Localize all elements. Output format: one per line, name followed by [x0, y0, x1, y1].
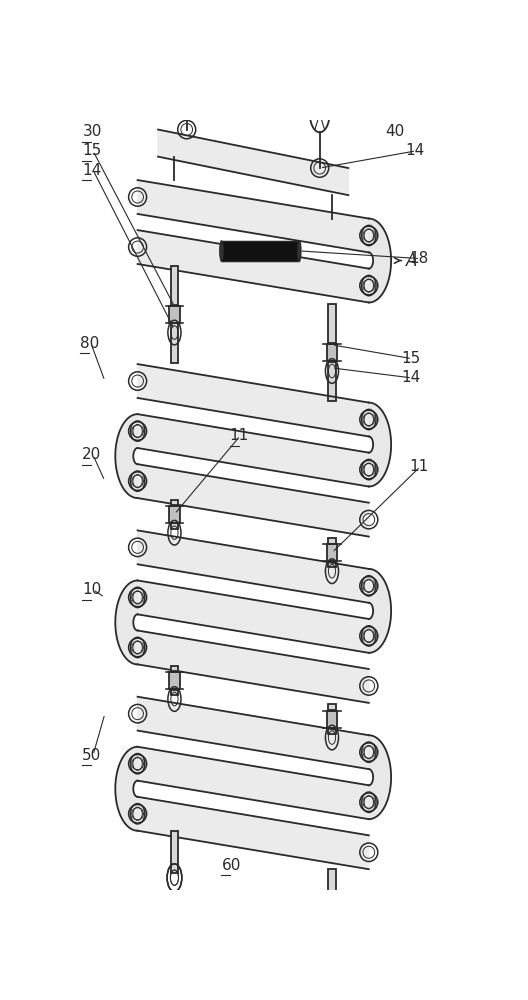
Polygon shape: [138, 464, 369, 537]
Polygon shape: [369, 219, 391, 302]
Polygon shape: [369, 569, 391, 653]
Polygon shape: [328, 562, 336, 567]
Text: 80: 80: [80, 336, 100, 351]
Polygon shape: [171, 666, 178, 671]
Polygon shape: [328, 728, 336, 734]
Polygon shape: [171, 500, 178, 505]
Polygon shape: [369, 735, 391, 819]
Text: 40: 40: [385, 124, 404, 139]
Polygon shape: [171, 323, 178, 363]
Polygon shape: [115, 747, 138, 831]
Text: 11: 11: [410, 459, 429, 474]
Text: A: A: [406, 252, 417, 270]
Text: 15: 15: [401, 351, 421, 366]
Bar: [169, 672, 180, 689]
Polygon shape: [138, 180, 369, 252]
Polygon shape: [171, 266, 178, 305]
Polygon shape: [138, 414, 369, 487]
Bar: [327, 344, 337, 361]
Bar: [327, 544, 337, 561]
Polygon shape: [171, 831, 178, 873]
Polygon shape: [138, 631, 369, 703]
Polygon shape: [138, 230, 369, 302]
Polygon shape: [138, 530, 369, 603]
Polygon shape: [165, 961, 341, 1000]
Polygon shape: [328, 362, 336, 401]
Text: 14: 14: [401, 370, 421, 385]
Bar: [327, 711, 337, 728]
Polygon shape: [138, 580, 369, 653]
Polygon shape: [369, 403, 391, 487]
Polygon shape: [138, 747, 369, 819]
Text: 10: 10: [82, 582, 101, 597]
Text: 20: 20: [82, 447, 101, 462]
Text: 14: 14: [406, 143, 425, 158]
Polygon shape: [328, 704, 336, 710]
Text: 50: 50: [82, 748, 101, 763]
Text: 30: 30: [82, 124, 102, 139]
Polygon shape: [158, 130, 348, 195]
Polygon shape: [171, 523, 178, 529]
Polygon shape: [171, 690, 178, 695]
Text: 18: 18: [410, 251, 429, 266]
Polygon shape: [138, 364, 369, 436]
Text: 11: 11: [230, 428, 249, 443]
Polygon shape: [222, 241, 299, 261]
Polygon shape: [115, 580, 138, 664]
Polygon shape: [138, 797, 369, 869]
Polygon shape: [328, 869, 336, 912]
Text: 15: 15: [82, 143, 101, 158]
Ellipse shape: [297, 241, 301, 261]
Bar: [169, 506, 180, 523]
Text: 60: 60: [222, 858, 241, 873]
Polygon shape: [138, 697, 369, 769]
Polygon shape: [328, 304, 336, 343]
Bar: [169, 306, 180, 323]
Text: 14: 14: [82, 163, 101, 178]
Ellipse shape: [220, 241, 223, 261]
Polygon shape: [328, 538, 336, 544]
Polygon shape: [115, 414, 138, 498]
